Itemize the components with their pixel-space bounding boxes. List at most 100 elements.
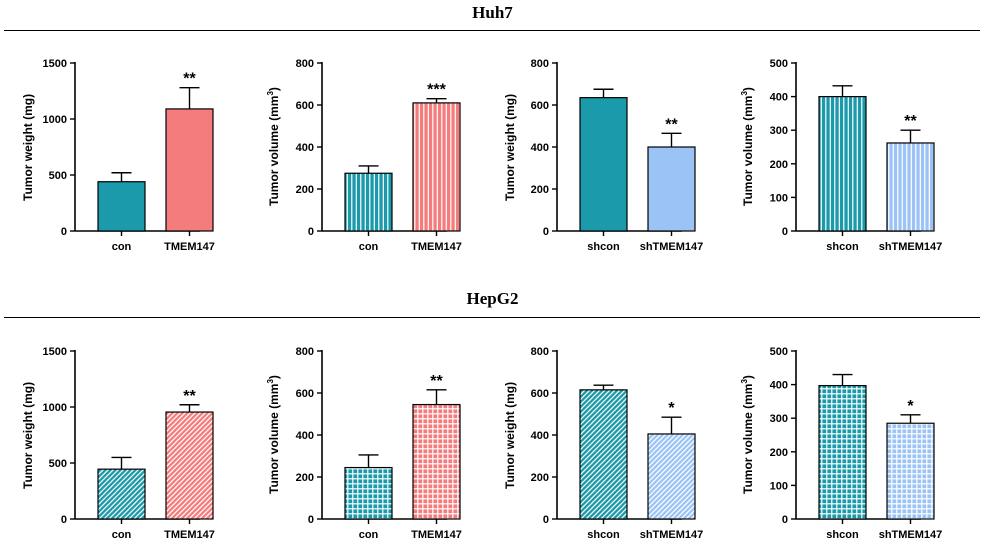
y-tick-label: 0 bbox=[61, 514, 67, 526]
significance-label: ** bbox=[430, 373, 443, 390]
x-tick-label: shTMEM147 bbox=[879, 241, 943, 253]
y-tick-label: 600 bbox=[296, 388, 314, 400]
y-tick-label: 200 bbox=[770, 447, 788, 459]
y-tick-label: 0 bbox=[308, 514, 314, 526]
y-tick-label: 1500 bbox=[43, 58, 67, 70]
y-tick-label: 400 bbox=[770, 92, 788, 104]
chart-huh7-weight-knockdown: Tumor weight (mg) 0 200 400 600 800 shcon shTM… bbox=[487, 40, 727, 260]
bar-chart-svg: 0 100 200 300 400 500 shcon shTMEM147 ** bbox=[770, 58, 943, 253]
bar-chart-svg: 0 500 1000 1500 con TMEM147 ** bbox=[43, 58, 215, 253]
y-tick-label: 600 bbox=[296, 100, 314, 112]
y-tick-label: 1000 bbox=[43, 402, 67, 414]
y-tick-label: 500 bbox=[770, 346, 788, 358]
bar-shcon bbox=[579, 389, 628, 520]
x-tick-label: con bbox=[359, 241, 379, 253]
section-rule-hepg2 bbox=[4, 317, 980, 318]
y-tick-label: 800 bbox=[296, 346, 314, 358]
y-tick-label: 1000 bbox=[43, 114, 67, 126]
y-tick-label: 500 bbox=[49, 458, 67, 470]
y-tick-label: 400 bbox=[296, 430, 314, 442]
chart-huh7-weight-overexpression: Tumor weight (mg) 0 500 1000 1500 con TMEM147… bbox=[5, 40, 245, 260]
y-tick-label: 600 bbox=[531, 100, 549, 112]
y-tick-label: 400 bbox=[296, 142, 314, 154]
chart-hepg2-weight-knockdown: Tumor weight (mg) 0 200 400 600 800 shcon shTM… bbox=[487, 328, 727, 548]
y-tick-label: 600 bbox=[531, 388, 549, 400]
significance-label: *** bbox=[427, 82, 446, 99]
y-tick-label: 100 bbox=[770, 480, 788, 492]
y-tick-label: 0 bbox=[543, 514, 549, 526]
x-tick-label: shTMEM147 bbox=[640, 529, 704, 541]
bar-con bbox=[97, 181, 146, 232]
x-tick-label: con bbox=[112, 241, 132, 253]
x-tick-label: con bbox=[112, 529, 132, 541]
chart-hepg2-volume-overexpression: Tumor volume (mm3) 0 200 400 600 800 con TMEM1… bbox=[252, 328, 492, 548]
section-rule-huh7 bbox=[4, 30, 980, 31]
bar-shTMEM147 bbox=[886, 422, 935, 520]
x-tick-label: shTMEM147 bbox=[640, 241, 704, 253]
y-tick-label: 400 bbox=[531, 430, 549, 442]
significance-label: * bbox=[907, 398, 914, 415]
x-tick-label: TMEM147 bbox=[411, 529, 462, 541]
chart-huh7-volume-overexpression: Tumor volume (mm3) 0 200 400 600 800 con TMEM1… bbox=[252, 40, 492, 260]
y-tick-label: 800 bbox=[531, 58, 549, 70]
significance-label: ** bbox=[904, 113, 917, 130]
bar-chart-svg: 0 200 400 600 800 shcon shTMEM147 ** bbox=[531, 58, 704, 253]
y-tick-label: 200 bbox=[531, 184, 549, 196]
bar-con bbox=[97, 468, 146, 520]
bar-chart-svg: 0 500 1000 1500 con TMEM147 ** bbox=[43, 346, 215, 541]
x-tick-label: TMEM147 bbox=[164, 529, 215, 541]
x-tick-label: shcon bbox=[587, 529, 620, 541]
bar-shcon bbox=[579, 97, 628, 232]
section-title-hepg2: HepG2 bbox=[466, 289, 519, 308]
y-tick-label: 200 bbox=[296, 184, 314, 196]
y-tick-label: 100 bbox=[770, 192, 788, 204]
y-tick-label: 800 bbox=[296, 58, 314, 70]
y-tick-label: 300 bbox=[770, 413, 788, 425]
y-tick-label: 0 bbox=[61, 226, 67, 238]
bar-chart-svg: 0 200 400 600 800 con TMEM147 *** bbox=[296, 58, 462, 253]
significance-label: ** bbox=[183, 388, 196, 405]
y-tick-label: 0 bbox=[308, 226, 314, 238]
bar-chart-svg: 0 200 400 600 800 con TMEM147 ** bbox=[296, 346, 462, 541]
y-tick-label: 800 bbox=[531, 346, 549, 358]
bar-TMEM147 bbox=[412, 403, 461, 520]
y-tick-label: 500 bbox=[49, 170, 67, 182]
x-tick-label: shcon bbox=[587, 241, 620, 253]
bar-shcon bbox=[818, 95, 867, 232]
bar-con bbox=[344, 466, 393, 520]
x-tick-label: shcon bbox=[826, 241, 859, 253]
bar-TMEM147 bbox=[165, 108, 214, 232]
y-tick-label: 0 bbox=[782, 226, 788, 238]
significance-label: * bbox=[668, 400, 675, 417]
y-tick-label: 1500 bbox=[43, 346, 67, 358]
x-tick-label: shcon bbox=[826, 529, 859, 541]
bar-TMEM147 bbox=[165, 411, 214, 520]
bar-con bbox=[344, 172, 393, 232]
y-tick-label: 0 bbox=[543, 226, 549, 238]
chart-huh7-volume-knockdown: Tumor volume (mm3) 0 100 200 300 400 500 shcon… bbox=[726, 40, 966, 260]
y-tick-label: 300 bbox=[770, 125, 788, 137]
bar-shTMEM147 bbox=[647, 146, 696, 232]
bar-chart-svg: 0 200 400 600 800 shcon shTMEM147 * bbox=[531, 346, 704, 541]
significance-label: ** bbox=[183, 71, 196, 88]
y-tick-label: 500 bbox=[770, 58, 788, 70]
chart-hepg2-volume-knockdown: Tumor volume (mm3) 0 100 200 300 400 500 shcon… bbox=[726, 328, 966, 548]
y-tick-label: 200 bbox=[770, 159, 788, 171]
y-tick-label: 200 bbox=[531, 472, 549, 484]
y-tick-label: 0 bbox=[782, 514, 788, 526]
significance-label: ** bbox=[665, 116, 678, 133]
y-tick-label: 400 bbox=[531, 142, 549, 154]
bar-TMEM147 bbox=[412, 102, 461, 232]
y-tick-label: 200 bbox=[296, 472, 314, 484]
bar-chart-svg: 0 100 200 300 400 500 shcon shTMEM147 * bbox=[770, 346, 943, 541]
x-tick-label: TMEM147 bbox=[164, 241, 215, 253]
x-tick-label: TMEM147 bbox=[411, 241, 462, 253]
bar-shTMEM147 bbox=[647, 433, 696, 520]
chart-hepg2-weight-overexpression: Tumor weight (mg) 0 500 1000 1500 con TMEM147… bbox=[5, 328, 245, 548]
bar-shcon bbox=[818, 385, 867, 520]
y-tick-label: 400 bbox=[770, 380, 788, 392]
x-tick-label: con bbox=[359, 529, 379, 541]
x-tick-label: shTMEM147 bbox=[879, 529, 943, 541]
section-title-huh7: Huh7 bbox=[472, 3, 513, 22]
bar-shTMEM147 bbox=[886, 142, 935, 232]
